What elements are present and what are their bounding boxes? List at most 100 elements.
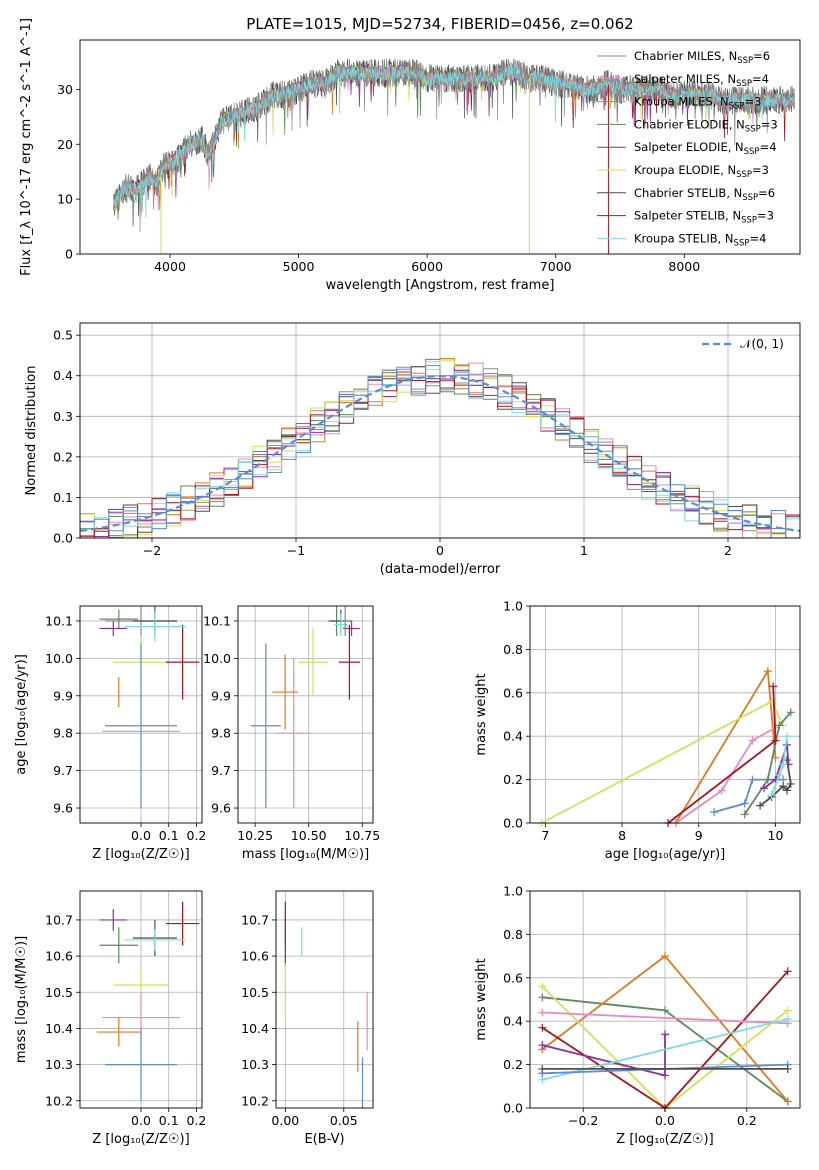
legend-label-n: =3 (757, 209, 774, 223)
weight-point-marker (759, 784, 768, 793)
weight-point-marker (538, 1041, 547, 1050)
y-tick-label: 9.8 (53, 726, 73, 741)
x-tick-label: 8 (618, 828, 626, 843)
legend-label: Salpeter ELODIE, NSSP=4 (634, 140, 777, 157)
weight-series-line (675, 726, 776, 824)
x-tick-label: 8000 (668, 259, 700, 274)
weight-point-marker (775, 721, 784, 730)
x-tick-label: 0.2 (187, 828, 207, 843)
weight-point-marker (661, 1071, 669, 1080)
x-tick-label: 0.05 (330, 1113, 358, 1128)
errorbar-point (99, 927, 139, 964)
x-tick-label: 4000 (154, 259, 186, 274)
legend-label: Salpeter STELIB, NSSP=3 (634, 209, 774, 226)
x-tick-label: 2 (724, 543, 732, 558)
x-tick-label: 0 (436, 543, 444, 558)
y-axis-label: mass weight (474, 673, 489, 755)
errorbar-point (298, 628, 328, 696)
weight-point-marker (661, 1030, 669, 1039)
axes-frame (529, 605, 801, 824)
y-tick-label: 10.6 (45, 949, 73, 964)
axes-frame (79, 39, 801, 255)
y-tick-label: 0.6 (503, 970, 523, 985)
x-tick-label: 10 (768, 828, 784, 843)
weight-series-line (744, 711, 792, 815)
y-tick-label: 0.2 (503, 1057, 523, 1072)
y-axis-label: Flux [f_λ 10^-17 erg cm^-2 s^-1 A^-1] (19, 18, 34, 276)
y-tick-label: 10.5 (241, 985, 269, 1000)
y-tick-label: 0.0 (503, 816, 523, 831)
errorbar-point (340, 606, 350, 636)
y-tick-label: 0 (65, 247, 73, 262)
errorbar-point (124, 928, 186, 951)
x-tick-label: 0.1 (159, 1113, 179, 1128)
legend-label-text: Salpeter STELIB, N (634, 209, 741, 223)
y-axis-label: mass [log₁₀(M/M☉)] (14, 936, 29, 1063)
legend-label-n: =3 (744, 95, 761, 109)
legend-label: Chabrier MILES, NSSP=6 (634, 49, 770, 66)
x-tick-label: 7 (541, 828, 549, 843)
weight-point-marker (769, 682, 778, 691)
weight-point-marker (786, 779, 795, 788)
y-tick-label: 10.3 (241, 1057, 269, 1072)
weight-point-marker (538, 1064, 547, 1073)
errorbar-point (96, 1017, 141, 1047)
legend-label-n: =6 (753, 49, 770, 63)
x-axis-label: E(B-V) (304, 1132, 344, 1147)
y-tick-label: 0.4 (53, 368, 73, 383)
legend-label-sub: SSP (736, 170, 752, 180)
x-axis-label: mass [log₁₀(M/M☉)] (242, 847, 369, 862)
legend-label-text: Chabrier STELIB, N (634, 186, 742, 200)
weight-point-marker (538, 1008, 547, 1017)
weight-point-marker (783, 1097, 792, 1106)
legend-label: Chabrier ELODIE, NSSP=3 (634, 117, 778, 134)
legend-label-sub: SSP (734, 238, 750, 248)
weight-point-marker (783, 1006, 792, 1015)
weight-point-marker (782, 732, 791, 741)
weight-series-line (770, 736, 788, 796)
legend-label: 𝒩(0, 1) (740, 337, 784, 351)
x-tick-label: 10.25 (237, 828, 273, 843)
weight-point-marker (779, 760, 788, 769)
weight-point-marker (756, 801, 765, 810)
legend-label-text: Chabrier ELODIE, N (634, 117, 745, 131)
y-tick-label: 10.4 (241, 1021, 269, 1036)
x-tick-label: 1 (580, 543, 588, 558)
x-axis-label: Z [log₁₀(Z/Z☉)] (616, 1132, 713, 1147)
weight-point-marker (538, 1023, 547, 1032)
spectrum-panel: 4000 5000 6000 7000 8000 0 10 20 30 wavelength [A… (19, 18, 801, 293)
y-tick-label: 0.0 (503, 1101, 523, 1116)
mass-vs-ebv-panel: 0.00 0.05 10.2 10.3 10.4 10.5 10.6 10.7 E(B-V) (241, 890, 374, 1147)
y-axis-label: Normed distribution (24, 366, 39, 496)
x-axis-label: (data-model)/error (380, 562, 501, 577)
y-axis-label: mass weight (474, 958, 489, 1040)
y-tick-label: 10.1 (203, 613, 231, 628)
y-tick-label: 10.3 (45, 1057, 73, 1072)
y-tick-label: 10 (57, 192, 73, 207)
legend-label: Kroupa MILES, NSSP=3 (634, 95, 761, 112)
legend-label-text: Kroupa ELODIE, N (634, 163, 736, 177)
legend-label-sub: SSP (729, 102, 745, 112)
spectrum-line (113, 64, 795, 219)
errorbar-point (99, 609, 139, 629)
weight-point-marker (740, 799, 749, 808)
y-tick-label: 1.0 (503, 884, 523, 899)
errorbar-point (165, 901, 200, 946)
y-tick-label: 10.0 (203, 651, 231, 666)
x-tick-label: 0.0 (655, 1113, 675, 1128)
y-tick-label: 10.2 (45, 1093, 73, 1108)
y-tick-label: 10.2 (241, 1093, 269, 1108)
x-tick-label: 9 (695, 828, 703, 843)
x-tick-label: 0.0 (131, 1113, 151, 1128)
x-tick-label: −2 (143, 543, 161, 558)
weight-point-marker (783, 1015, 792, 1024)
weight-series-line (759, 759, 792, 807)
errorbar-point (99, 909, 128, 931)
y-tick-label: 10.0 (45, 651, 73, 666)
y-tick-label: 10.7 (241, 912, 269, 927)
legend-label-n: =3 (752, 163, 769, 177)
x-tick-label: −1 (287, 543, 305, 558)
y-tick-label: 10.4 (45, 1021, 73, 1036)
